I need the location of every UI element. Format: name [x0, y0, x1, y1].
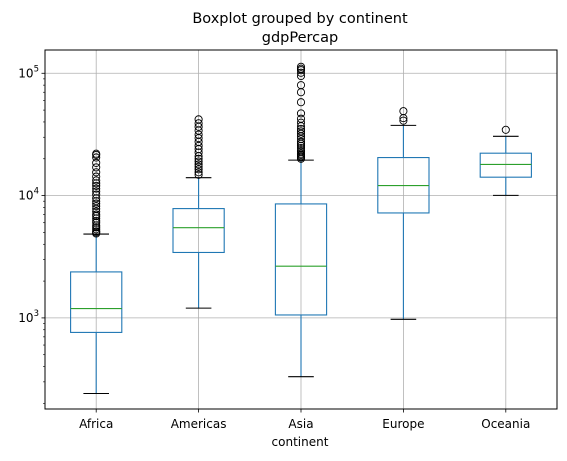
x-tick-label: Oceania — [481, 417, 530, 431]
outlier-point — [92, 210, 101, 219]
outlier-point — [92, 184, 101, 193]
outlier-point — [194, 130, 203, 139]
outlier-point — [296, 64, 306, 73]
outlier-point — [194, 160, 203, 169]
outlier-point — [92, 199, 101, 208]
outlier-point — [92, 187, 101, 196]
x-tick-label: Europe — [382, 417, 424, 431]
outlier-point — [92, 216, 101, 226]
iqr-box — [274, 203, 328, 316]
outlier-point — [194, 168, 203, 177]
outlier-point — [92, 168, 101, 177]
outlier-point — [296, 129, 306, 138]
outlier-point — [296, 114, 306, 123]
outlier-point — [92, 172, 101, 181]
outlier-point — [399, 107, 408, 116]
iqr-box — [70, 271, 123, 333]
box-series — [70, 62, 532, 395]
outlier-point — [92, 197, 101, 206]
outlier-point — [501, 125, 510, 134]
outlier-point — [92, 176, 101, 185]
outlier-point — [92, 163, 101, 172]
outlier-point — [296, 137, 306, 146]
outlier-point — [296, 98, 306, 107]
outlier-point — [92, 181, 101, 190]
x-axis-label: continent — [272, 435, 329, 449]
outlier-point — [194, 119, 203, 128]
outlier-point — [92, 158, 101, 167]
outlier-point — [296, 81, 306, 90]
outlier-point — [296, 118, 306, 127]
outlier-point — [194, 170, 203, 179]
box-asia — [274, 62, 328, 378]
x-tick-label: Africa — [79, 417, 113, 431]
outlier-point — [92, 225, 101, 234]
y-axis-ticks: 103 104 105 — [18, 64, 45, 404]
outlier-point — [296, 68, 306, 77]
iqr-box — [479, 152, 532, 178]
outlier-point — [296, 149, 306, 158]
outlier-point — [92, 227, 101, 236]
outlier-point — [194, 115, 203, 124]
box-africa — [70, 149, 123, 395]
box-americas — [172, 115, 225, 309]
outlier-point — [92, 207, 101, 216]
outlier-point — [194, 154, 203, 163]
y-tick-label: 103 — [18, 309, 39, 325]
outlier-point — [194, 157, 203, 166]
outlier-point — [194, 141, 203, 150]
outlier-point — [92, 179, 101, 188]
x-tick-label: Asia — [288, 417, 313, 431]
outlier-point — [92, 153, 101, 162]
outlier-point — [92, 190, 101, 199]
outlier-point — [194, 148, 203, 157]
outlier-point — [296, 143, 306, 153]
chart-suptitle: Boxplot grouped by continent — [192, 11, 408, 27]
outlier-point — [296, 127, 306, 136]
x-tick-label: Americas — [171, 417, 227, 431]
box-oceania — [479, 125, 532, 196]
chart-title: gdpPercap — [262, 30, 338, 46]
outlier-point — [296, 109, 306, 118]
x-axis-ticks: Africa Americas Asia Europe Oceania — [79, 409, 530, 431]
outlier-point — [92, 202, 101, 211]
outlier-point — [92, 149, 101, 158]
box-europe — [377, 107, 430, 320]
iqr-box — [172, 208, 225, 254]
outlier-point — [92, 223, 101, 232]
outlier-point — [296, 62, 306, 71]
outlier-point — [194, 162, 203, 171]
outlier-point — [296, 146, 306, 155]
outlier-point — [296, 134, 306, 144]
outlier-point — [296, 124, 306, 134]
y-tick-label: 105 — [18, 64, 39, 80]
outlier-point — [399, 116, 408, 125]
outlier-point — [194, 165, 203, 174]
y-tick-label: 104 — [18, 187, 39, 203]
